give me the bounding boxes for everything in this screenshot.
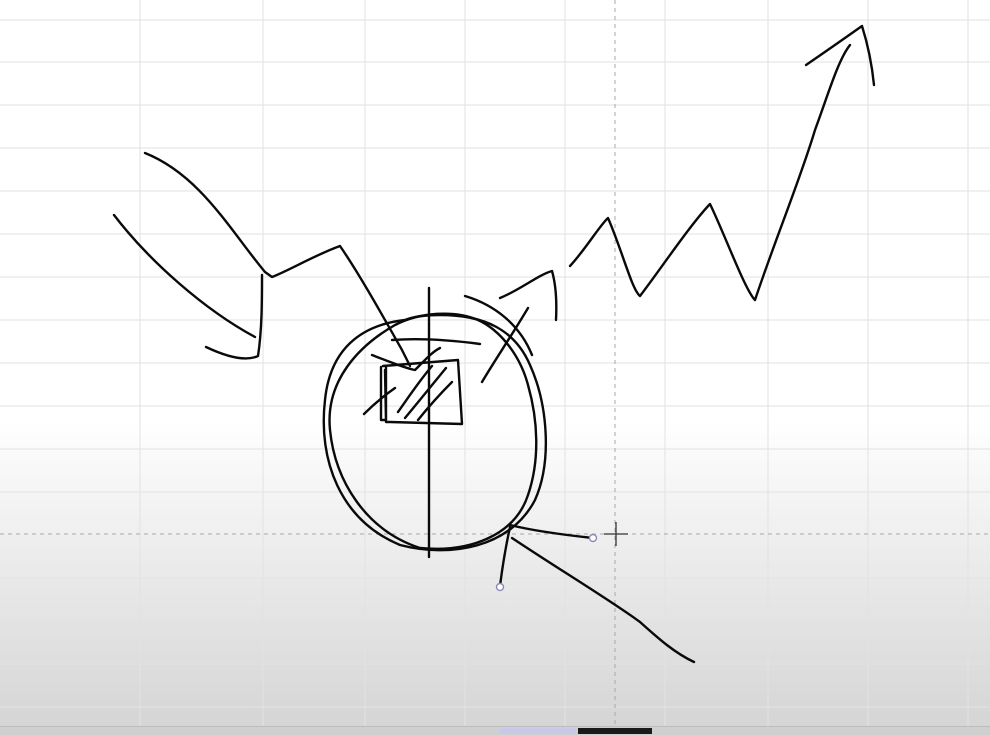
selection-handle[interactable]: [588, 533, 598, 543]
stroke-hatch-2: [403, 366, 448, 420]
selection-handle[interactable]: [495, 582, 505, 592]
bottom-tab-active[interactable]: [578, 728, 652, 734]
freehand-strokes[interactable]: [112, 24, 876, 664]
stroke-mid-diagonal: [480, 306, 530, 384]
stroke-inner-circle: [328, 312, 538, 550]
bottom-strip: [0, 726, 990, 735]
stroke-hatch-4: [362, 386, 397, 416]
stroke-right-uptrend: [568, 43, 852, 302]
stroke-top-dash: [390, 338, 482, 346]
stroke-lower-diagonal: [510, 536, 696, 664]
stroke-selected-line: [508, 523, 595, 540]
stroke-left-downtrend: [143, 151, 412, 368]
stroke-arrowhead: [804, 24, 876, 87]
stroke-candle-top: [370, 346, 442, 372]
bottom-tab-highlight[interactable]: [500, 728, 576, 734]
stroke-hatch-1: [396, 364, 434, 414]
stroke-hatch-3: [416, 380, 454, 422]
stroke-left-hook: [204, 273, 264, 360]
stroke-left-curve: [112, 213, 257, 339]
crosshair-cursor-icon: [604, 522, 628, 546]
stroke-selected-line-2: [498, 525, 512, 588]
stroke-mid-hook: [498, 269, 558, 322]
selection-handles[interactable]: [495, 533, 598, 592]
stroke-arc-top: [463, 294, 534, 357]
